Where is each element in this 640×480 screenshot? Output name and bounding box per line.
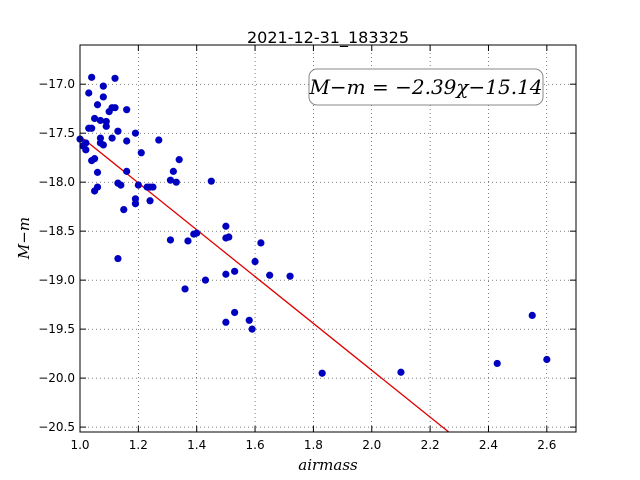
- fit-equation-box: M−m = −2.39χ−15.14: [308, 68, 544, 106]
- data-point: [201, 276, 210, 284]
- data-point: [99, 82, 107, 90]
- y-tick-label: −18.0: [38, 175, 75, 189]
- data-point: [123, 137, 131, 145]
- data-point: [134, 181, 142, 189]
- data-point: [88, 73, 96, 81]
- x-tick-label: 1.8: [304, 438, 323, 452]
- data-point: [222, 270, 230, 278]
- x-axis-ticks: 1.0 1.2 1.4 1.6 1.8 2.0 2.2 2.4 2.6: [70, 45, 556, 452]
- x-tick-label: 1.2: [129, 438, 148, 452]
- data-point: [231, 308, 239, 317]
- x-tick-label: 2.2: [421, 438, 440, 452]
- data-point: [257, 239, 265, 247]
- x-tick-label: 2.4: [479, 438, 498, 452]
- chart-title: 2021-12-31_183325: [247, 28, 409, 48]
- data-point: [397, 368, 405, 376]
- data-point: [225, 233, 233, 241]
- data-point: [114, 254, 122, 263]
- x-tick-label: 2.6: [537, 438, 556, 452]
- fit-equation: M−m = −2.39χ−15.14: [308, 75, 542, 99]
- y-tick-label: −19.5: [38, 322, 75, 336]
- data-point: [123, 167, 131, 175]
- data-point: [90, 114, 99, 123]
- data-point: [120, 205, 128, 214]
- data-point: [493, 359, 501, 368]
- data-point: [172, 178, 180, 186]
- data-point: [96, 116, 105, 125]
- data-point: [111, 104, 119, 112]
- data-point: [155, 136, 163, 144]
- data-points: [76, 73, 551, 377]
- data-point: [88, 124, 96, 132]
- data-point: [149, 183, 157, 191]
- data-point: [93, 168, 102, 176]
- data-point: [131, 200, 140, 208]
- x-tick-label: 1.6: [246, 438, 265, 452]
- data-point: [169, 167, 177, 175]
- x-tick-label: 2.0: [362, 438, 381, 452]
- data-point: [90, 155, 99, 163]
- data-point: [99, 93, 107, 101]
- y-axis-ticks: −17.0 −17.5 −18.0 −18.5 −19.0 −19.5 −20.0 −20.5: [38, 77, 576, 434]
- plot-frame: [79, 44, 577, 433]
- data-point: [251, 257, 259, 266]
- data-point: [93, 183, 102, 191]
- data-point: [286, 272, 294, 280]
- data-point: [166, 236, 175, 244]
- fit-line: [79, 135, 450, 433]
- data-point: [108, 134, 116, 142]
- data-point: [93, 101, 102, 109]
- x-tick-label: 1.0: [70, 438, 89, 452]
- y-axis-label: M−m: [15, 217, 33, 260]
- data-point: [248, 325, 256, 333]
- data-point: [207, 177, 215, 185]
- data-point: [82, 146, 90, 154]
- y-tick-label: −20.0: [38, 371, 75, 385]
- y-tick-label: −17.0: [38, 77, 75, 91]
- data-point: [543, 355, 551, 364]
- data-point: [318, 369, 326, 377]
- x-axis-label: airmass: [298, 456, 358, 474]
- data-point: [123, 106, 131, 114]
- data-point: [131, 129, 140, 137]
- fit-line-group: [79, 135, 450, 433]
- data-point: [184, 237, 192, 245]
- data-point: [82, 139, 90, 147]
- x-tick-label: 1.4: [187, 438, 206, 452]
- data-point: [146, 197, 154, 205]
- data-point: [102, 122, 110, 130]
- y-tick-label: −17.5: [38, 126, 75, 140]
- data-point: [245, 316, 253, 324]
- data-point: [528, 311, 536, 320]
- y-tick-label: −20.5: [38, 420, 75, 434]
- data-point: [99, 141, 107, 149]
- data-point: [193, 229, 201, 237]
- data-point: [114, 127, 122, 135]
- data-point: [85, 89, 93, 97]
- data-point: [231, 267, 239, 275]
- data-point: [137, 149, 145, 157]
- data-point: [111, 74, 119, 82]
- y-tick-label: −19.0: [38, 273, 75, 287]
- data-point: [222, 222, 230, 230]
- data-point: [117, 181, 125, 189]
- grid-lines: [79, 45, 576, 432]
- data-point: [266, 271, 274, 279]
- data-point: [181, 285, 189, 293]
- data-point: [166, 176, 175, 184]
- data-point: [222, 318, 230, 326]
- data-point: [175, 156, 183, 164]
- y-tick-label: −18.5: [38, 224, 75, 238]
